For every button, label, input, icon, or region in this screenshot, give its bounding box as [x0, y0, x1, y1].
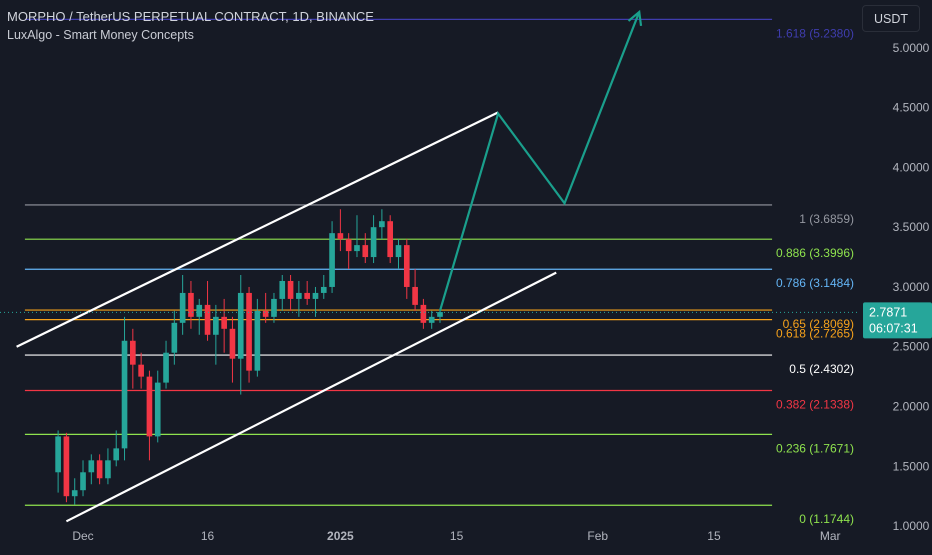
- candle-body: [395, 245, 402, 258]
- candle-body: [204, 304, 211, 335]
- candle-body: [271, 298, 277, 317]
- price-tick-label: 2.0000: [893, 400, 930, 414]
- fib-level-label: 0.786 (3.1484): [776, 276, 854, 290]
- candle-body: [196, 304, 203, 317]
- candle-body: [105, 460, 111, 479]
- currency-selector[interactable]: USDT: [862, 5, 920, 32]
- fibonacci-levels: 1.618 (5.2380) 1 (3.6859) 0.886 (3.3996) 0.…: [24, 18, 854, 526]
- candle-body: [63, 436, 70, 497]
- candle-body: [287, 280, 294, 299]
- channel-upper-line: [16, 111, 499, 348]
- candle-body: [329, 233, 335, 287]
- candle-body: [80, 472, 86, 491]
- candle-body: [88, 460, 95, 473]
- candle-body: [362, 245, 369, 258]
- fib-level-label: 1.618 (5.2380): [776, 26, 854, 40]
- candle-body: [163, 352, 169, 383]
- candle-body: [188, 292, 194, 317]
- time-tick-label: 16: [201, 529, 215, 543]
- candle-body: [171, 322, 178, 353]
- candle-body: [121, 340, 128, 449]
- fib-level-label: 0.618 (2.7265): [776, 327, 854, 341]
- chart-header: MORPHO / TetherUS PERPETUAL CONTRACT, 1D…: [7, 8, 374, 44]
- time-tick-label: 15: [707, 529, 721, 543]
- price-tick-label: 3.5000: [893, 220, 930, 234]
- candle-body: [229, 328, 236, 359]
- indicator-label[interactable]: LuxAlgo - Smart Money Concepts: [7, 28, 194, 42]
- candle-body: [320, 286, 327, 293]
- candle-body: [179, 292, 186, 323]
- price-axis[interactable]: 1.0000 1.5000 2.0000 2.5000 3.0000 3.5000 4.00…: [893, 41, 930, 533]
- price-tick-label: 5.0000: [893, 41, 930, 55]
- price-tick-label: 3.0000: [893, 280, 930, 294]
- candle-body: [262, 310, 269, 317]
- last-price-value: 2.7871: [869, 305, 907, 319]
- fib-level-label: 0.382 (2.1338): [776, 398, 854, 412]
- time-tick-label: Feb: [587, 529, 608, 543]
- candle-body: [312, 292, 319, 299]
- price-tick-label: 4.0000: [893, 160, 930, 174]
- candle-body: [304, 292, 310, 299]
- candle-body: [412, 286, 418, 305]
- candle-body: [254, 310, 261, 371]
- bar-countdown: 06:07:31: [869, 321, 918, 335]
- candle-body: [213, 316, 219, 335]
- symbol-title[interactable]: MORPHO / TetherUS PERPETUAL CONTRACT, 1D…: [7, 9, 374, 24]
- candle-body: [130, 340, 136, 365]
- fib-level-label: 0.886 (3.3996): [776, 246, 854, 260]
- fib-level-label: 1 (3.6859): [799, 212, 854, 226]
- fib-level-label: 0 (1.1744): [799, 512, 854, 526]
- candle-body: [154, 382, 161, 437]
- candle-body: [345, 239, 352, 252]
- price-tick-label: 1.0000: [893, 519, 930, 533]
- candle-body: [428, 316, 435, 323]
- fib-level-label: 0.5 (2.4302): [789, 362, 854, 376]
- fib-level-label: 0.65 (2.8069): [783, 317, 854, 331]
- candle-body: [237, 292, 244, 359]
- candle-body: [113, 448, 120, 461]
- time-tick-label: Mar: [820, 529, 841, 543]
- candle-body: [71, 490, 78, 497]
- time-tick-label: 2025: [327, 529, 354, 543]
- candle-body: [437, 312, 443, 317]
- drawings: [16, 9, 643, 523]
- candles: [55, 209, 443, 505]
- last-price-tag: [863, 302, 932, 339]
- price-tick-label: 1.5000: [893, 459, 930, 473]
- price-markers: 2.7871 06:07:31: [0, 302, 932, 339]
- candle-body: [354, 245, 360, 252]
- price-tick-label: 2.5000: [893, 340, 930, 354]
- candle-body: [96, 460, 103, 479]
- candle-body: [370, 227, 377, 258]
- candle-body: [146, 376, 153, 437]
- projection-path: [438, 11, 641, 312]
- candle-body: [403, 245, 410, 287]
- channel-lower-line: [65, 271, 557, 523]
- candle-body: [379, 221, 385, 228]
- price-tick-label: 4.5000: [893, 101, 930, 115]
- time-axis[interactable]: Dec 16 2025 15 Feb 15 Mar: [72, 529, 840, 543]
- candle-body: [279, 280, 286, 299]
- time-tick-label: 15: [450, 529, 464, 543]
- candle-body: [420, 304, 427, 323]
- fib-level-label: 0.236 (1.7671): [776, 441, 854, 455]
- candle-body: [55, 436, 61, 473]
- candle-body: [138, 364, 144, 377]
- projection-arrowhead: [627, 9, 643, 26]
- candle-body: [387, 221, 394, 258]
- candle-body: [246, 292, 252, 371]
- time-tick-label: Dec: [72, 529, 93, 543]
- candle-body: [296, 292, 302, 299]
- candle-body: [221, 316, 227, 329]
- candle-body: [337, 233, 344, 240]
